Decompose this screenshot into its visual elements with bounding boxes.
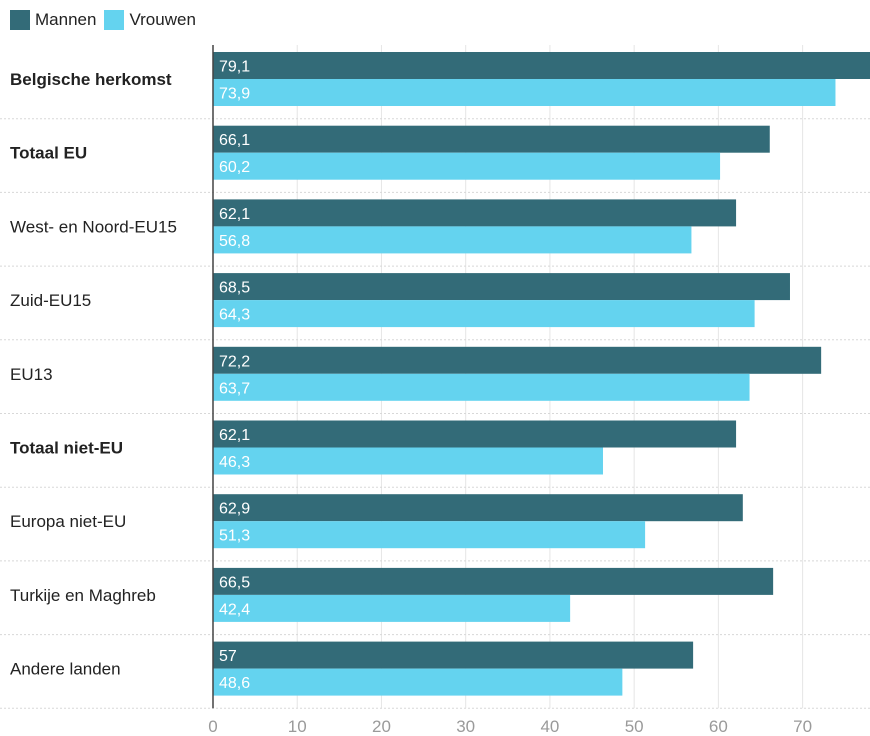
bar-value-label: 68,5 [219, 280, 250, 297]
x-tick-label: 0 [208, 717, 217, 736]
bar-value-label: 66,1 [219, 132, 250, 149]
x-tick-label: 70 [793, 717, 812, 736]
bar-vrouwen [213, 300, 755, 328]
legend-swatch-vrouwen [104, 10, 125, 30]
bar-vrouwen [213, 521, 646, 549]
legend-label-vrouwen: Vrouwen [129, 10, 196, 29]
category-label: West- en Noord-EU15 [10, 217, 177, 236]
bar-value-label: 73,9 [219, 86, 250, 103]
bar-value-label: 62,9 [219, 501, 250, 518]
category-label: EU13 [10, 365, 53, 384]
bar-value-label: 60,2 [219, 159, 250, 176]
category-label: Totaal niet-EU [10, 439, 123, 458]
bar-mannen [213, 420, 737, 448]
bar-mannen [213, 641, 694, 669]
legend-item-mannen: Mannen [10, 10, 96, 30]
bar-vrouwen [213, 373, 750, 401]
bar-mannen [213, 567, 774, 595]
bar-vrouwen [213, 594, 571, 622]
bar-value-label: 46,3 [219, 454, 250, 471]
bar-vrouwen [213, 447, 603, 475]
bar-value-label: 64,3 [219, 307, 250, 324]
category-label: Andere landen [10, 660, 121, 679]
x-tick-label: 20 [372, 717, 391, 736]
legend: Mannen Vrouwen [10, 10, 204, 30]
bar-value-label: 42,4 [219, 601, 250, 618]
bar-mannen [213, 125, 770, 153]
x-tick-label: 40 [540, 717, 559, 736]
bar-mannen [213, 273, 790, 301]
bar-vrouwen [213, 668, 623, 696]
bar-value-label: 56,8 [219, 233, 250, 250]
bar-value-label: 63,7 [219, 380, 250, 397]
bar-value-label: 51,3 [219, 528, 250, 545]
x-tick-label: 60 [709, 717, 728, 736]
bar-value-label: 79,1 [219, 59, 250, 76]
bar-vrouwen [213, 226, 692, 254]
legend-item-vrouwen: Vrouwen [104, 10, 196, 30]
bar-mannen [213, 199, 737, 227]
bar-mannen [213, 346, 822, 374]
x-tick-label: 30 [456, 717, 475, 736]
bar-vrouwen [213, 79, 836, 106]
category-label: Europa niet-EU [10, 512, 126, 531]
category-label: Belgische herkomst [10, 70, 172, 89]
bar-vrouwen [213, 152, 721, 180]
bar-mannen [213, 52, 870, 79]
legend-label-mannen: Mannen [35, 10, 97, 29]
x-tick-label: 10 [288, 717, 307, 736]
bar-value-label: 57 [219, 648, 237, 665]
bar-value-label: 48,6 [219, 675, 250, 692]
legend-swatch-mannen [10, 10, 30, 30]
bar-value-label: 72,2 [219, 353, 250, 370]
bar-value-label: 62,1 [219, 206, 250, 223]
bar-value-label: 62,1 [219, 427, 250, 444]
bar-mannen [213, 494, 743, 522]
bar-value-label: 66,5 [219, 574, 250, 591]
x-tick-label: 50 [625, 717, 644, 736]
category-label: Turkije en Maghreb [10, 586, 156, 605]
category-label: Zuid-EU15 [10, 291, 91, 310]
category-label: Totaal EU [10, 144, 87, 163]
